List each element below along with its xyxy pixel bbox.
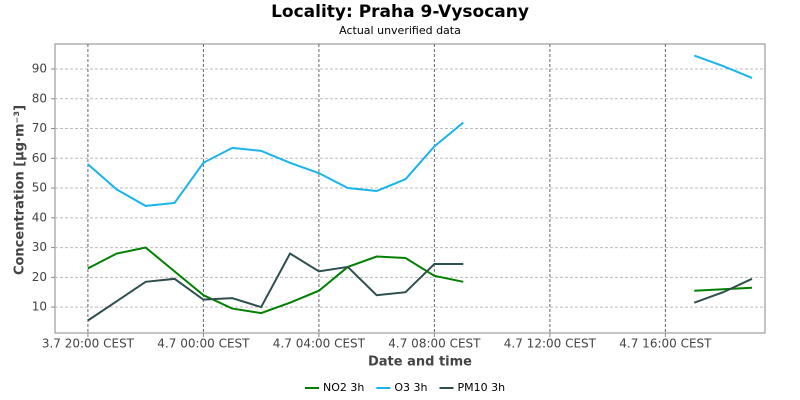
x-tick-label: 4.7 00:00 CEST (157, 337, 250, 351)
chart-subtitle: Actual unverified data (339, 24, 461, 37)
y-tick-label: 20 (32, 270, 47, 284)
x-tick-label: 4.7 16:00 CEST (619, 337, 712, 351)
x-tick-label: 4.7 08:00 CEST (388, 337, 481, 351)
y-tick-label: 40 (32, 210, 47, 224)
series-line (87, 246, 753, 315)
x-tick-label: 4.7 04:00 CEST (273, 337, 366, 351)
y-tick-label: 70 (32, 121, 47, 135)
y-tick-label: 80 (32, 91, 47, 105)
chart-title: Locality: Praha 9-Vysocany (271, 2, 529, 22)
y-tick-label: 50 (32, 181, 47, 195)
x-tick-label: 3.7 20:00 CEST (42, 337, 135, 351)
x-axis-label: Date and time (368, 355, 472, 370)
legend-label: NO2 3h (323, 381, 364, 394)
y-tick-label: 30 (32, 240, 47, 254)
y-tick-label: 10 (32, 300, 47, 314)
y-axis-label: Concentration [µg·m⁻³] (13, 105, 28, 275)
legend-label: PM10 3h (457, 381, 505, 394)
legend-label: O3 3h (394, 381, 427, 394)
y-tick-label: 90 (32, 62, 47, 76)
y-tick-label: 60 (32, 151, 47, 165)
series-line (87, 54, 753, 207)
series-line (87, 252, 753, 322)
x-tick-label: 4.7 12:00 CEST (504, 337, 597, 351)
